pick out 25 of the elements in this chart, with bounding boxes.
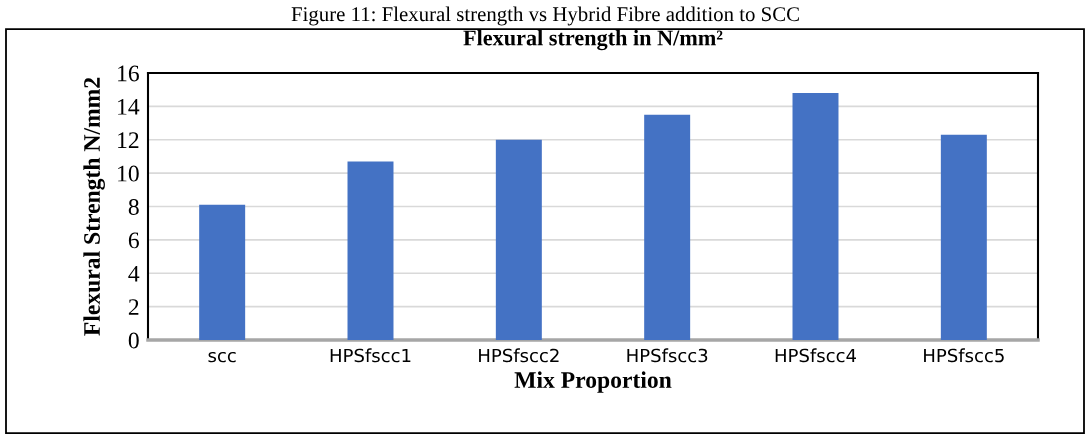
bar <box>940 134 987 340</box>
bar <box>644 114 691 340</box>
y-tick-label: 10 <box>118 165 139 182</box>
y-axis-title: Flexural Strength N/mm2 <box>83 77 105 336</box>
y-tick-label: 4 <box>128 265 140 282</box>
y-tick-label: 16 <box>118 65 139 82</box>
y-tick-label: 12 <box>118 132 139 148</box>
bar <box>199 204 246 340</box>
y-tick-label: 14 <box>118 98 140 115</box>
x-tick-label: HPSfscc3 <box>627 348 708 363</box>
x-tick-label: HPSfscc4 <box>775 348 856 363</box>
x-tick-label: HPSfscc5 <box>924 348 1004 363</box>
x-axis-title: Mix Proportion <box>514 371 672 393</box>
x-tick-label: HPSfscc1 <box>330 348 411 363</box>
bar <box>495 139 542 340</box>
bar <box>347 161 394 340</box>
chart-title: Flexural strength in N/mm² <box>463 29 723 51</box>
y-tick-label: 8 <box>128 198 139 215</box>
y-tick-label: 2 <box>128 299 139 315</box>
caption: Figure 11: Flexural strength vs Hybrid Fibre addition to SCC <box>291 6 799 26</box>
bar <box>792 93 839 340</box>
y-tick-label: 0 <box>128 332 139 349</box>
y-tick-label: 6 <box>128 232 139 249</box>
x-tick-label: scc <box>208 351 236 363</box>
x-tick-label: HPSfscc2 <box>479 348 559 363</box>
